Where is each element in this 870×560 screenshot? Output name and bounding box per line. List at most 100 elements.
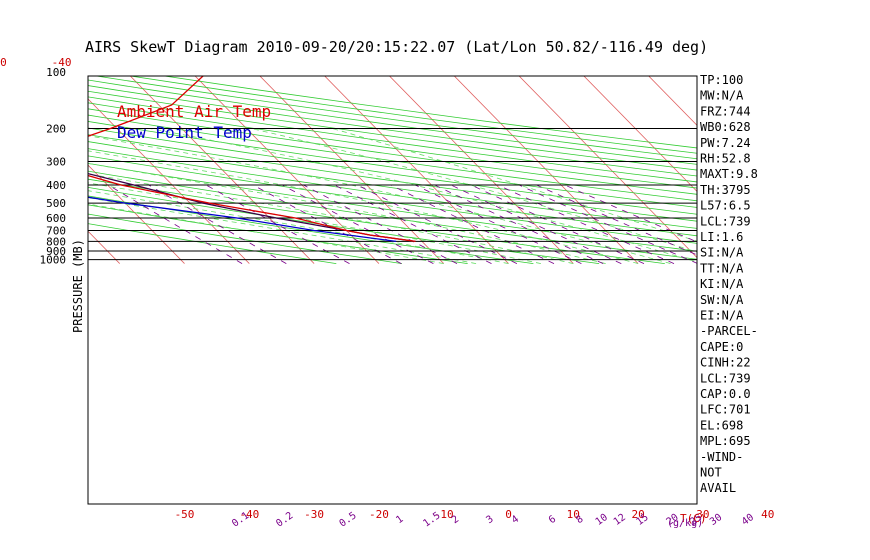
mixing-ratio-line [252, 184, 402, 264]
dew-point-line [88, 196, 397, 243]
dry-adiabat [93, 76, 697, 160]
parameter-item: TH:3795 [700, 183, 751, 197]
parameter-item: L57:6.5 [700, 199, 751, 213]
pressure-tick-label: 700 [46, 225, 66, 238]
pressure-tick-label: 900 [46, 245, 66, 258]
pressure-tick-label: 1000 [40, 254, 67, 267]
parameter-item: -WIND- [700, 450, 743, 464]
top-temp-ticks: -120-110-100-90-80-70-60-50-40 [0, 56, 72, 69]
mixing-ratio-label: 8 [574, 514, 585, 526]
parameter-item: RH:52.8 [700, 152, 751, 166]
mixing-ratio-line [536, 184, 697, 256]
mixing-ratio-label: 12 [612, 512, 628, 528]
mixing-ratio-line [414, 184, 582, 264]
parameter-item: MPL:695 [700, 434, 751, 448]
bottom-temp-ticks: -50 -40 -30 -20 -10 0 10 20 30 40 [175, 508, 775, 521]
bottom-temp-tick-label: 10 [567, 508, 580, 521]
moist-adiabat [88, 173, 574, 264]
bottom-temp-tick-label: 40 [761, 508, 774, 521]
isotherm-line [324, 76, 509, 264]
pressure-tick-label: 400 [46, 179, 66, 192]
dry-adiabat [88, 148, 697, 237]
parameter-item: CINH:22 [700, 356, 751, 370]
mixing-ratio-label: 3 [484, 514, 495, 526]
dry-adiabat [127, 76, 697, 154]
moist-adiabat [88, 190, 509, 264]
dry-adiabat [88, 195, 534, 264]
mixing-ratio-unit-label: (g/kg) [667, 518, 703, 529]
dry-adiabat [88, 213, 403, 264]
parameter-item: WB0:628 [700, 120, 751, 134]
mixing-ratio-line [497, 184, 675, 264]
mixing-ratio-line [107, 184, 243, 264]
mixing-ratio-label: 40 [740, 512, 756, 528]
dry-adiabat [88, 90, 697, 177]
parameter-item: SI:N/A [700, 246, 744, 260]
dry-adiabat [88, 96, 697, 183]
moist-adiabat [88, 182, 541, 264]
dry-adiabat [88, 127, 697, 215]
dry-adiabat [88, 162, 697, 252]
parameter-item: LFC:701 [700, 403, 751, 417]
parameter-item: LCL:739 [700, 371, 751, 385]
bottom-temp-tick-label: -40 [239, 508, 259, 521]
x-axis-unit-label: T(C) [680, 512, 707, 525]
parameter-item: EI:N/A [700, 309, 744, 323]
parameter-item: FRZ:744 [700, 104, 751, 118]
parameter-item: KI:N/A [700, 277, 744, 291]
isobar-lines [88, 127, 697, 261]
bottom-temp-tick-label: -50 [175, 508, 195, 521]
pressure-tick-label: 600 [46, 212, 66, 225]
mixing-ratio-label: 1 [394, 514, 405, 526]
y-axis-label: PRESSURE (MB) [71, 239, 85, 333]
mixing-ratio-label: 10 [594, 512, 610, 528]
moist-adiabat [88, 203, 444, 264]
mixing-ratio-label: 0.2 [274, 510, 295, 529]
moist-adiabat [149, 128, 697, 263]
dry-adiabat [88, 155, 697, 244]
pressure-tick-label: 200 [46, 122, 66, 135]
mixing-ratio-label: 4 [510, 514, 521, 526]
dry-adiabat [88, 141, 697, 229]
mixing-ratio-line [434, 184, 604, 264]
isotherm-line [648, 76, 697, 126]
mixing-ratio-line [470, 184, 645, 264]
dry-adiabat [88, 85, 697, 171]
moist-adiabat [332, 128, 697, 242]
isotherm-line [583, 76, 697, 192]
moist-adiabat [88, 150, 639, 264]
isotherm-line [388, 76, 574, 264]
legend-entry-air-temp: Ambient Air Temp [117, 102, 271, 121]
dry-adiabat [88, 134, 697, 222]
pressure-tick-label: 800 [46, 235, 66, 248]
dry-adiabat [88, 79, 697, 165]
bottom-temp-tick-label: 0 [505, 508, 512, 521]
air-temp-line [88, 76, 416, 243]
dry-adiabat [88, 223, 337, 264]
mixing-ratio-line [334, 184, 492, 264]
moist-adiabat [251, 128, 697, 253]
parameter-item: LCL:739 [700, 214, 751, 228]
bottom-temp-tick-label: -20 [369, 508, 389, 521]
parameter-item: SW:N/A [700, 293, 744, 307]
mixing-ratio-line [450, 184, 622, 264]
mixing-ratio-label: 6 [547, 514, 558, 526]
bottom-temp-tick-label: -10 [434, 508, 454, 521]
bottom-temp-tick-label: 20 [631, 508, 644, 521]
mixing-ratio-label: 30 [708, 512, 724, 528]
parameter-item: CAPE:0 [700, 340, 743, 354]
isotherm-line [129, 76, 315, 264]
moist-adiabat [88, 135, 671, 264]
bottom-temp-tick-label: 30 [696, 508, 709, 521]
mixing-ratio-line [518, 184, 697, 264]
parameter-item: CAP:0.0 [700, 387, 751, 401]
top-temp-tick-label: -50 [0, 56, 7, 69]
pressure-tick-label: 500 [46, 197, 66, 210]
mixing-ratio-line [148, 184, 287, 264]
dry-adiabat [88, 178, 665, 264]
parameter-item: EL:698 [700, 418, 743, 432]
parameter-item: TP:100 [700, 73, 743, 87]
parameter-item: -PARCEL- [700, 324, 758, 338]
